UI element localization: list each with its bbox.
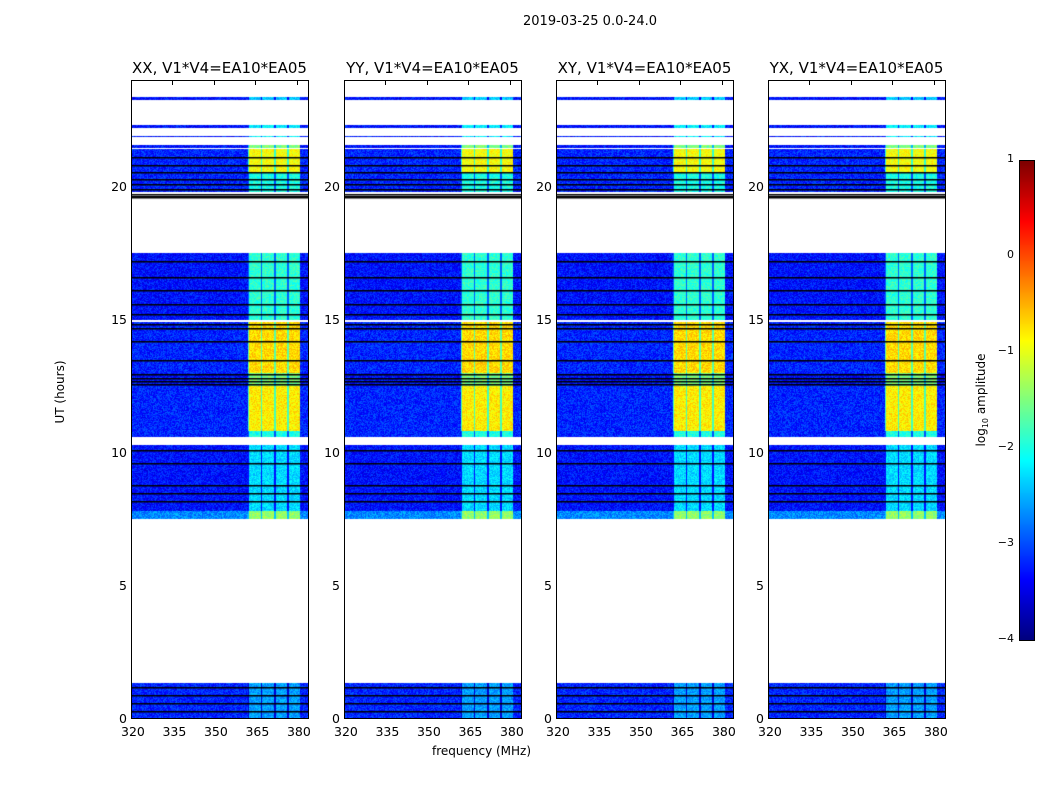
colorbar-tick-label: 0	[1007, 248, 1014, 261]
y-tick-label: 10	[536, 444, 552, 460]
x-tick-mark	[556, 80, 557, 85]
x-axis-label: frequency (MHz)	[432, 744, 532, 758]
heatmap-panel-yy	[344, 80, 521, 719]
x-tick-mark	[638, 80, 640, 85]
y-tick-label: 15	[748, 311, 764, 327]
colorbar-tick-label: −2	[997, 440, 1014, 453]
colorbar-label: log10 amplitude	[973, 353, 991, 447]
x-tick-label: 320	[334, 724, 358, 739]
x-tick-mark	[597, 80, 599, 85]
x-tick-mark	[892, 80, 894, 85]
x-tick-mark	[385, 80, 387, 85]
figure-title: 2019-03-25 0.0-24.0	[523, 14, 657, 29]
y-tick-label: 5	[756, 577, 764, 593]
x-tick-mark	[509, 80, 511, 85]
panel-title: YY, V1*V4=EA10*EA05	[346, 59, 519, 77]
x-tick-label: 365	[458, 724, 483, 739]
y-tick-label: 5	[332, 577, 340, 593]
y-tick-label: 20	[748, 178, 764, 194]
y-tick-label: 10	[111, 444, 127, 460]
x-tick-label: 320	[546, 724, 570, 739]
x-tick-label: 365	[245, 724, 270, 739]
x-tick-label: 335	[587, 724, 612, 739]
y-tick-label: 0	[756, 711, 764, 726]
x-tick-mark	[426, 80, 428, 85]
x-tick-label: 380	[711, 724, 736, 739]
x-tick-mark	[768, 80, 769, 85]
x-tick-label: 320	[758, 724, 782, 739]
y-tick-label: 15	[536, 311, 552, 327]
x-tick-label: 335	[162, 724, 187, 739]
x-tick-label: 335	[375, 724, 400, 739]
x-tick-mark	[468, 80, 470, 85]
y-tick-label: 10	[748, 444, 764, 460]
x-tick-label: 320	[121, 724, 145, 739]
x-tick-mark	[296, 80, 298, 85]
x-tick-label: 335	[799, 724, 824, 739]
x-tick-label: 350	[416, 724, 441, 739]
y-tick-label: 10	[324, 444, 340, 460]
colorbar	[1019, 160, 1035, 641]
y-tick-label: 5	[119, 577, 127, 593]
x-tick-label: 350	[840, 724, 865, 739]
panel-title: XY, V1*V4=EA10*EA05	[557, 59, 732, 77]
y-tick-label: 20	[111, 178, 127, 194]
x-tick-label: 380	[499, 724, 524, 739]
y-tick-label: 20	[536, 178, 552, 194]
colorbar-tick-label: 1	[1007, 152, 1014, 165]
x-tick-mark	[213, 80, 215, 85]
x-tick-mark	[850, 80, 852, 85]
x-tick-label: 365	[882, 724, 907, 739]
x-tick-label: 380	[923, 724, 948, 739]
y-tick-label: 15	[324, 311, 340, 327]
colorbar-tick-label: −3	[997, 536, 1014, 549]
x-tick-mark	[721, 80, 723, 85]
heatmap-panel-xx	[131, 80, 308, 719]
panel-title: YX, V1*V4=EA10*EA05	[769, 59, 944, 77]
colorbar-tick-label: −1	[997, 344, 1014, 357]
x-tick-label: 365	[670, 724, 695, 739]
y-axis-label: UT (hours)	[53, 360, 67, 424]
colorbar-tick-label: −4	[997, 632, 1014, 645]
x-tick-label: 350	[628, 724, 653, 739]
x-tick-mark	[809, 80, 811, 85]
heatmap-panel-xy	[556, 80, 733, 719]
x-tick-mark	[255, 80, 257, 85]
panel-title: XX, V1*V4=EA10*EA05	[132, 59, 307, 77]
x-tick-label: 350	[203, 724, 228, 739]
y-tick-label: 0	[544, 711, 552, 726]
heatmap-panel-yx	[768, 80, 945, 719]
x-tick-mark	[933, 80, 935, 85]
y-tick-label: 5	[544, 577, 552, 593]
y-tick-label: 0	[332, 711, 340, 726]
x-tick-mark	[131, 80, 132, 85]
x-tick-mark	[344, 80, 345, 85]
x-tick-mark	[172, 80, 174, 85]
x-tick-label: 380	[286, 724, 311, 739]
y-tick-label: 15	[111, 311, 127, 327]
y-tick-label: 20	[324, 178, 340, 194]
y-tick-label: 0	[119, 711, 127, 726]
x-tick-mark	[680, 80, 682, 85]
